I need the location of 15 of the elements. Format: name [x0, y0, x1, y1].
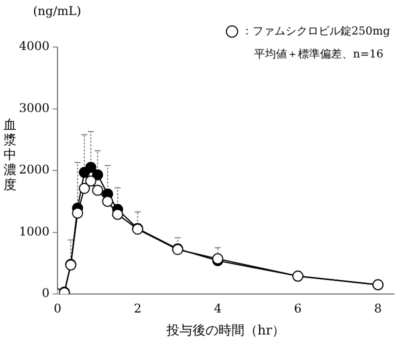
x-tick-label: 0: [54, 301, 62, 316]
y-tick-label: 1000: [18, 224, 50, 238]
y-tick-label: 4000: [18, 39, 50, 54]
x-tick-label: 6: [294, 301, 302, 316]
annotation: 平均値＋標準偏差、n=16: [254, 47, 384, 60]
legend-label: ：ファムシクロビル錠250mg: [242, 24, 390, 38]
y-axis-title: 血漿中濃度: [3, 118, 17, 193]
text: (ng/mL): [33, 4, 82, 18]
x-tick-label: 2: [134, 301, 142, 316]
y-tick-label: 3000: [18, 100, 50, 115]
x-tick-label: 8: [374, 301, 382, 316]
x-tick-label: 4: [214, 301, 222, 316]
x-axis-title: 投与後の時間（hr）: [165, 324, 286, 339]
y-tick-label: 2000: [18, 162, 50, 177]
y-tick-label: 0: [42, 286, 50, 300]
